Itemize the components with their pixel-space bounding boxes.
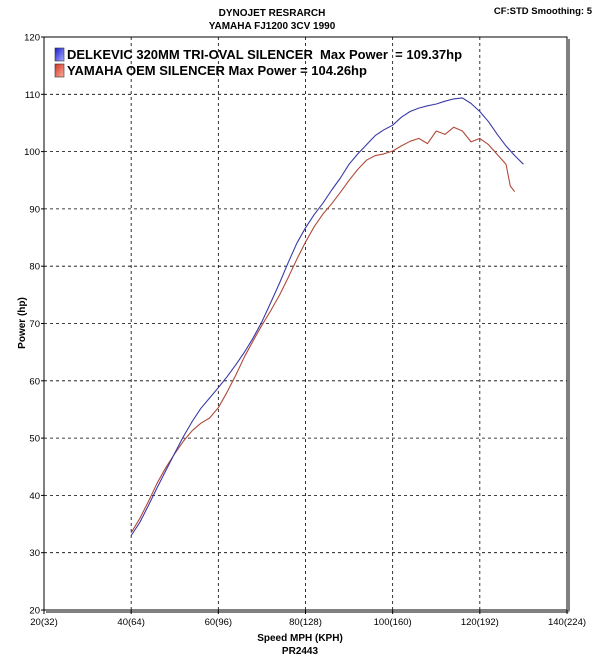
x-tick-label: 80(128) — [289, 617, 322, 628]
x-tick-label: 100(160) — [374, 617, 412, 628]
plot-area — [43, 36, 568, 611]
y-axis-ticks: 20 30 40 50 60 70 80 90 100 110 120 — [24, 33, 44, 617]
series-line-1 — [130, 97, 524, 536]
legend-swatch-2 — [54, 63, 65, 78]
y-tick-label: 40 — [29, 491, 40, 502]
y-tick-label: 120 — [24, 33, 40, 44]
y-tick-label: 20 — [29, 606, 40, 617]
y-tick-label: 80 — [29, 262, 40, 273]
x-tick-label: 20(32) — [30, 617, 57, 628]
legend-label-1: DELKEVIC 320MM TRI-OVAL SILENCER Max Pow… — [67, 47, 462, 62]
legend-swatch-1 — [54, 47, 65, 62]
y-axis-label: Power (hp) — [17, 297, 28, 349]
settings-label: CF:STD Smoothing: 5 — [494, 6, 593, 17]
y-tick-label: 60 — [29, 376, 40, 387]
x-tick-label: 140(224) — [548, 617, 586, 628]
y-tick-label: 100 — [24, 147, 40, 158]
plot-series — [130, 97, 524, 536]
y-tick-label: 50 — [29, 434, 40, 445]
legend-label-2: YAMAHA OEM SILENCER Max Power = 104.26hp — [67, 63, 367, 78]
y-tick-label: 30 — [29, 548, 40, 559]
legend: DELKEVIC 320MM TRI-OVAL SILENCER Max Pow… — [54, 47, 462, 78]
y-tick-label: 90 — [29, 204, 40, 215]
x-axis-ticks: 20(32) 40(64) 60(96) 80(128) 100(160) 120(192… — [30, 610, 586, 628]
y-tick-label: 110 — [25, 90, 40, 101]
plot-frame — [43, 36, 570, 613]
y-tick-label: 70 — [29, 319, 40, 330]
chart-subtitle: YAMAHA FJ1200 3CV 1990 — [209, 21, 336, 32]
run-code: PR2443 — [282, 646, 319, 657]
x-tick-label: 60(96) — [205, 617, 232, 628]
x-tick-label: 40(64) — [117, 617, 144, 628]
x-tick-label: 120(192) — [461, 617, 499, 628]
chart-title: DYNOJET RESRARCH — [219, 8, 326, 19]
series-line-2 — [130, 126, 516, 533]
x-axis-label: Speed MPH (KPH) — [257, 633, 343, 644]
